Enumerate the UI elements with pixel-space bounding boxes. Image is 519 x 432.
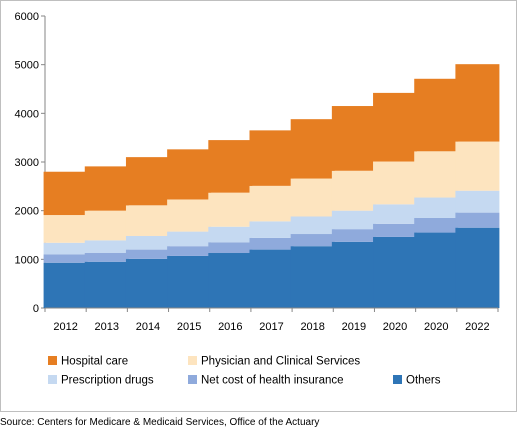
bar-segment-physician-and-clinical-services — [208, 192, 253, 227]
bar-segment-others — [373, 236, 418, 308]
bar-segment-net-cost-of-health-insurance — [290, 234, 335, 247]
bar-segment-hospital-care — [414, 78, 459, 152]
legend-label-hospital-care: Hospital care — [61, 356, 128, 368]
bar-segment-physician-and-clinical-services — [373, 161, 418, 205]
bar-segment-others — [290, 246, 335, 308]
x-tick-label: 2019 — [342, 321, 366, 333]
bar-segment-hospital-care — [208, 140, 253, 193]
x-tick-label: 2013 — [95, 321, 119, 333]
legend-label-physician-and-clinical-services: Physician and Clinical Services — [201, 356, 360, 368]
bar-segment-prescription-drugs — [43, 242, 88, 255]
bar-segment-physician-and-clinical-services — [125, 205, 170, 236]
bar-segment-physician-and-clinical-services — [331, 170, 376, 211]
bar-segment-physician-and-clinical-services — [167, 199, 212, 232]
bar-segment-physician-and-clinical-services — [414, 151, 459, 198]
legend: Hospital care Physician and Clinical Serv… — [48, 356, 441, 387]
bar-segment-others — [43, 262, 88, 308]
bar-segment-hospital-care — [249, 130, 294, 186]
bar-segment-prescription-drugs — [167, 231, 212, 247]
bar-segment-hospital-care — [43, 171, 88, 216]
bar-segment-prescription-drugs — [125, 235, 170, 250]
bar-segment-prescription-drugs — [249, 221, 294, 238]
bar-segment-prescription-drugs — [290, 216, 335, 235]
bars — [43, 64, 500, 308]
bar-segment-prescription-drugs — [455, 190, 500, 213]
x-tick-label: 2016 — [218, 321, 242, 333]
bar-segment-hospital-care — [331, 106, 376, 171]
x-tick-label: 2022 — [465, 321, 489, 333]
y-tick-label: 4000 — [15, 108, 39, 120]
bar-segment-others — [208, 253, 253, 308]
legend-swatch-hospital-care — [48, 356, 57, 365]
bar-segment-prescription-drugs — [84, 240, 129, 254]
bar-segment-prescription-drugs — [373, 204, 418, 224]
x-tick-label: 2014 — [136, 321, 160, 333]
bar-segment-net-cost-of-health-insurance — [208, 242, 253, 254]
bar-segment-net-cost-of-health-insurance — [249, 237, 294, 250]
bar-segment-others — [249, 249, 294, 308]
bar-segment-net-cost-of-health-insurance — [373, 223, 418, 237]
legend-label-net-cost-of-health-insurance: Net cost of health insurance — [201, 375, 344, 387]
source-note: Source: Centers for Medicare & Medicaid … — [0, 417, 320, 428]
bar-segment-prescription-drugs — [414, 197, 459, 218]
bar-segment-others — [331, 241, 376, 308]
bar-segment-hospital-care — [290, 119, 335, 179]
bar-segment-others — [455, 227, 500, 308]
x-tick-label: 2017 — [259, 321, 283, 333]
bar-segment-net-cost-of-health-insurance — [167, 246, 212, 256]
bar-segment-physician-and-clinical-services — [84, 210, 129, 241]
legend-label-others: Others — [406, 375, 441, 387]
bar-segment-others — [167, 255, 212, 308]
x-tick-label: 2018 — [300, 321, 324, 333]
y-tick-label: 3000 — [15, 157, 39, 169]
legend-swatch-net-cost-of-health-insurance — [188, 375, 197, 384]
legend-swatch-others — [393, 375, 402, 384]
legend-swatch-prescription-drugs — [48, 375, 57, 384]
x-tick-label: 2012 — [53, 321, 77, 333]
bar-segment-hospital-care — [125, 157, 170, 206]
bar-segment-physician-and-clinical-services — [43, 215, 88, 243]
bar-segment-net-cost-of-health-insurance — [125, 249, 170, 259]
y-tick-label: 1000 — [15, 254, 39, 266]
y-tick-label: 5000 — [15, 60, 39, 72]
y-axis: 0 1000 2000 3000 4000 5000 6000 — [15, 11, 46, 315]
bar-segment-others — [125, 258, 170, 308]
y-tick-label: 2000 — [15, 206, 39, 218]
x-axis: 2012 2013 2014 2015 2016 2017 2018 2019 2020 2020… — [44, 307, 499, 333]
y-tick-label: 6000 — [15, 11, 39, 23]
bar-segment-physician-and-clinical-services — [249, 185, 294, 222]
x-tick-label: 2015 — [177, 321, 201, 333]
bar-segment-prescription-drugs — [331, 210, 376, 230]
bar-segment-others — [414, 232, 459, 308]
legend-swatch-physician-and-clinical-services — [188, 356, 197, 365]
x-tick-label: 2020 — [424, 321, 448, 333]
bar-segment-net-cost-of-health-insurance — [331, 229, 376, 242]
bar-segment-net-cost-of-health-insurance — [84, 253, 129, 262]
bar-segment-physician-and-clinical-services — [290, 178, 335, 217]
y-tick-label: 0 — [33, 303, 39, 315]
bar-segment-hospital-care — [455, 64, 500, 142]
bar-segment-prescription-drugs — [208, 226, 253, 243]
bar-segment-net-cost-of-health-insurance — [43, 254, 88, 263]
x-tick-label: 2020 — [383, 321, 407, 333]
legend-label-prescription-drugs: Prescription drugs — [61, 375, 154, 387]
bar-segment-hospital-care — [167, 149, 212, 200]
bar-segment-hospital-care — [84, 166, 129, 211]
bar-segment-net-cost-of-health-insurance — [414, 217, 459, 233]
bar-segment-physician-and-clinical-services — [455, 141, 500, 191]
bar-segment-net-cost-of-health-insurance — [455, 212, 500, 228]
bar-segment-hospital-care — [373, 92, 418, 162]
bar-segment-others — [84, 261, 129, 308]
